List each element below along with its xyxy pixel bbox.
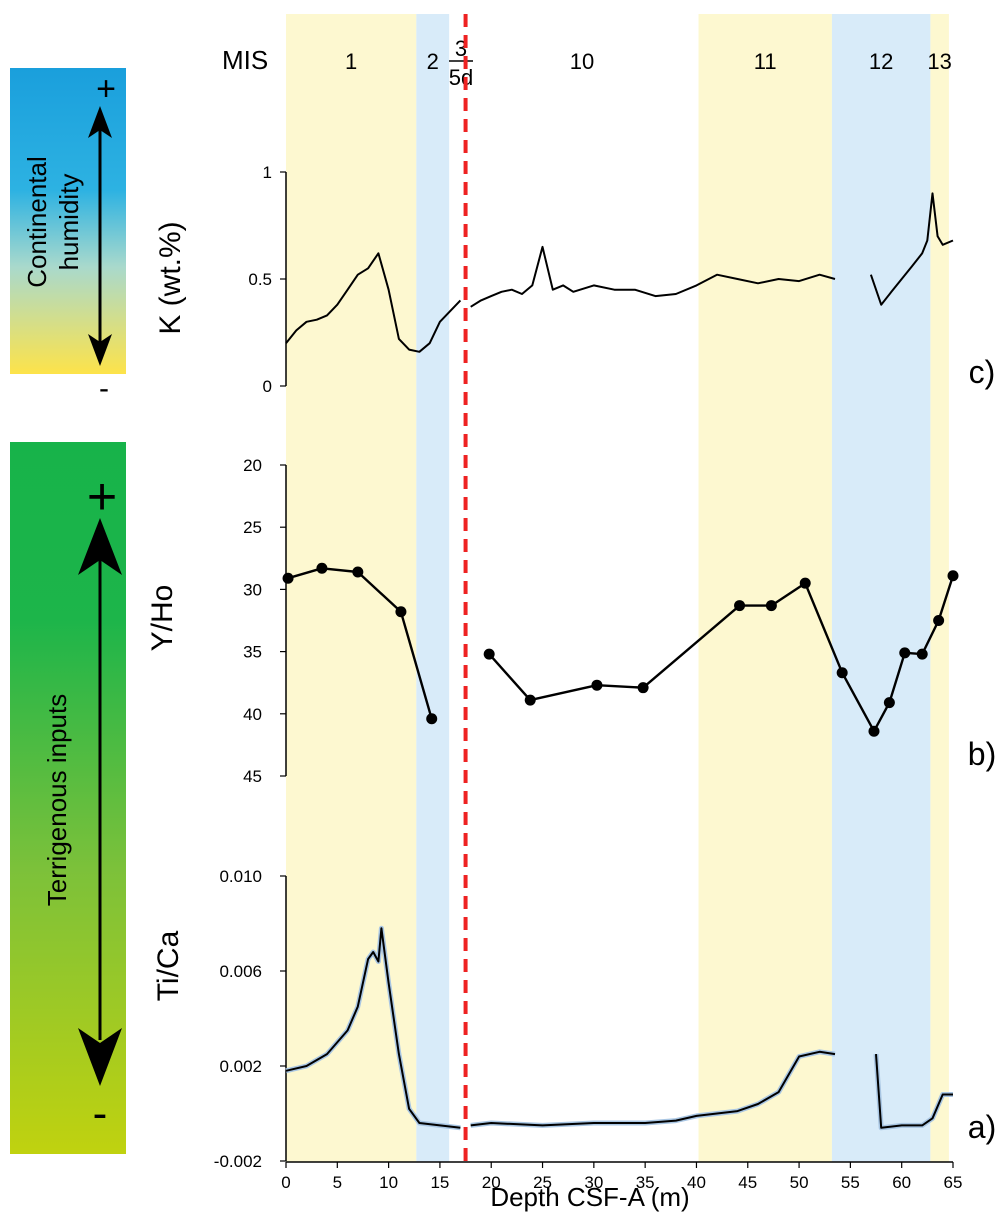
mis-label: MIS <box>222 45 268 75</box>
arrow-down-icon <box>78 1028 122 1086</box>
humidity-plus: + <box>96 70 116 108</box>
y-tick-label: 0.5 <box>248 270 272 289</box>
mis-stage-label: 2 <box>427 49 439 74</box>
mis-bands <box>286 14 949 1162</box>
data-point <box>765 600 777 612</box>
mis-stage-label: 10 <box>570 49 594 74</box>
series-line-c <box>470 245 836 308</box>
data-point <box>947 570 959 582</box>
humidity-label-1: Continental <box>22 156 52 288</box>
y-tick-label: 0.002 <box>219 1057 262 1076</box>
y-axis-label: Y/Ho <box>146 585 179 652</box>
x-tick-label: 45 <box>738 1173 757 1192</box>
x-tick-label: 15 <box>430 1173 449 1192</box>
panel-label: b) <box>968 736 996 772</box>
humidity-minus: - <box>99 372 109 405</box>
series-line-c <box>285 252 462 353</box>
y-tick-label: 20 <box>243 456 262 475</box>
x-tick-label: 35 <box>636 1173 655 1192</box>
panel-b: 20 25 30 35 40 45 Y/Ho b) <box>146 456 996 786</box>
arrow-up-icon <box>78 518 122 575</box>
data-point <box>734 600 746 612</box>
series-line-a <box>470 1050 836 1127</box>
x-tick-label: 25 <box>533 1173 552 1192</box>
mis-band-13 <box>930 14 949 1162</box>
x-tick-label: 60 <box>892 1173 911 1192</box>
y-tick-label: 0.006 <box>219 962 262 981</box>
x-tick-label: 5 <box>333 1173 342 1192</box>
y-tick-label: 25 <box>243 518 262 537</box>
panel-a: 0.010 0.006 0.002 -0.002 Ti/Ca a) <box>152 867 996 1171</box>
humidity-label-2: humidity <box>54 174 84 271</box>
mis-stage-labels: 1 2 10 11 12 13 <box>345 49 952 74</box>
mis-stage-label: 1 <box>345 49 357 74</box>
y-tick-label: 1 <box>263 163 272 182</box>
series-line-c <box>869 192 954 306</box>
data-point <box>637 682 649 694</box>
data-point <box>868 725 880 737</box>
x-axis: Depth CSF-A (m) 0 5 10 15 20 25 30 35 40 45 50 55 60… <box>281 1161 963 1212</box>
data-point <box>483 648 495 660</box>
x-tick-label: 50 <box>790 1173 809 1192</box>
y-axis-label: Ti/Ca <box>152 930 185 1001</box>
series-line-a <box>285 927 461 1129</box>
terrigenous-bar: + - Terrigenous inputs <box>10 442 126 1154</box>
data-point <box>799 577 811 589</box>
y-tick-label: 45 <box>243 767 262 786</box>
mis-stage-label: 13 <box>927 49 951 74</box>
mis-band-12 <box>831 14 931 1162</box>
data-point <box>591 679 603 691</box>
humidity-gradient <box>10 68 126 374</box>
y-tick-label: 0.010 <box>219 867 262 886</box>
data-point <box>899 647 911 659</box>
arrow-down-icon <box>88 334 112 366</box>
series-line-a <box>875 1054 953 1129</box>
y-tick-label: -0.002 <box>214 1152 262 1171</box>
data-point <box>916 648 928 660</box>
y-tick-label: 40 <box>243 705 262 724</box>
terrigenous-label: Terrigenous inputs <box>42 694 72 906</box>
x-tick-label: 65 <box>944 1173 963 1192</box>
humidity-bar: + - Continental humidity <box>10 68 126 405</box>
panel-label: a) <box>968 1109 996 1145</box>
y-tick-label: 30 <box>243 580 262 599</box>
data-point <box>524 694 536 706</box>
data-point <box>395 606 407 618</box>
arrow-up-icon <box>88 106 112 138</box>
mis-band-2 <box>416 14 450 1162</box>
y-tick-label: 35 <box>243 643 262 662</box>
mis-stage-label: 12 <box>869 49 893 74</box>
mis-band-1 <box>286 14 417 1162</box>
mis-boundary-bottom: 5d <box>449 65 473 90</box>
terrigenous-plus: + <box>87 468 117 526</box>
panels: 10.50K (wt.%)c)202530354045Y/Hob)0.0100.… <box>146 163 996 1171</box>
y-tick-label: 0 <box>263 377 272 396</box>
y-axis-label: K (wt.%) <box>154 221 187 334</box>
panel-c: 1 0.5 0 K (wt.%) c) <box>154 163 995 396</box>
x-tick-label: 55 <box>841 1173 860 1192</box>
x-tick-label: 10 <box>379 1173 398 1192</box>
data-point <box>352 566 364 578</box>
x-tick-label: 40 <box>687 1173 706 1192</box>
data-point <box>933 615 945 626</box>
data-point <box>316 562 328 574</box>
x-tick-label: 0 <box>281 1173 290 1192</box>
mis-header: MIS 1 2 10 11 12 13 3 5d <box>222 36 952 90</box>
x-axis-label: Depth CSF-A (m) <box>490 1182 689 1212</box>
data-point <box>883 697 895 709</box>
x-tick-label: 30 <box>584 1173 603 1192</box>
data-point <box>426 713 438 725</box>
mis-band-11 <box>698 14 832 1162</box>
terrigenous-minus: - <box>93 1089 108 1138</box>
data-point <box>282 572 294 584</box>
mis-stage-label: 11 <box>754 49 777 74</box>
panel-label: c) <box>969 354 996 390</box>
x-tick-label: 20 <box>482 1173 501 1192</box>
data-point <box>836 667 848 679</box>
